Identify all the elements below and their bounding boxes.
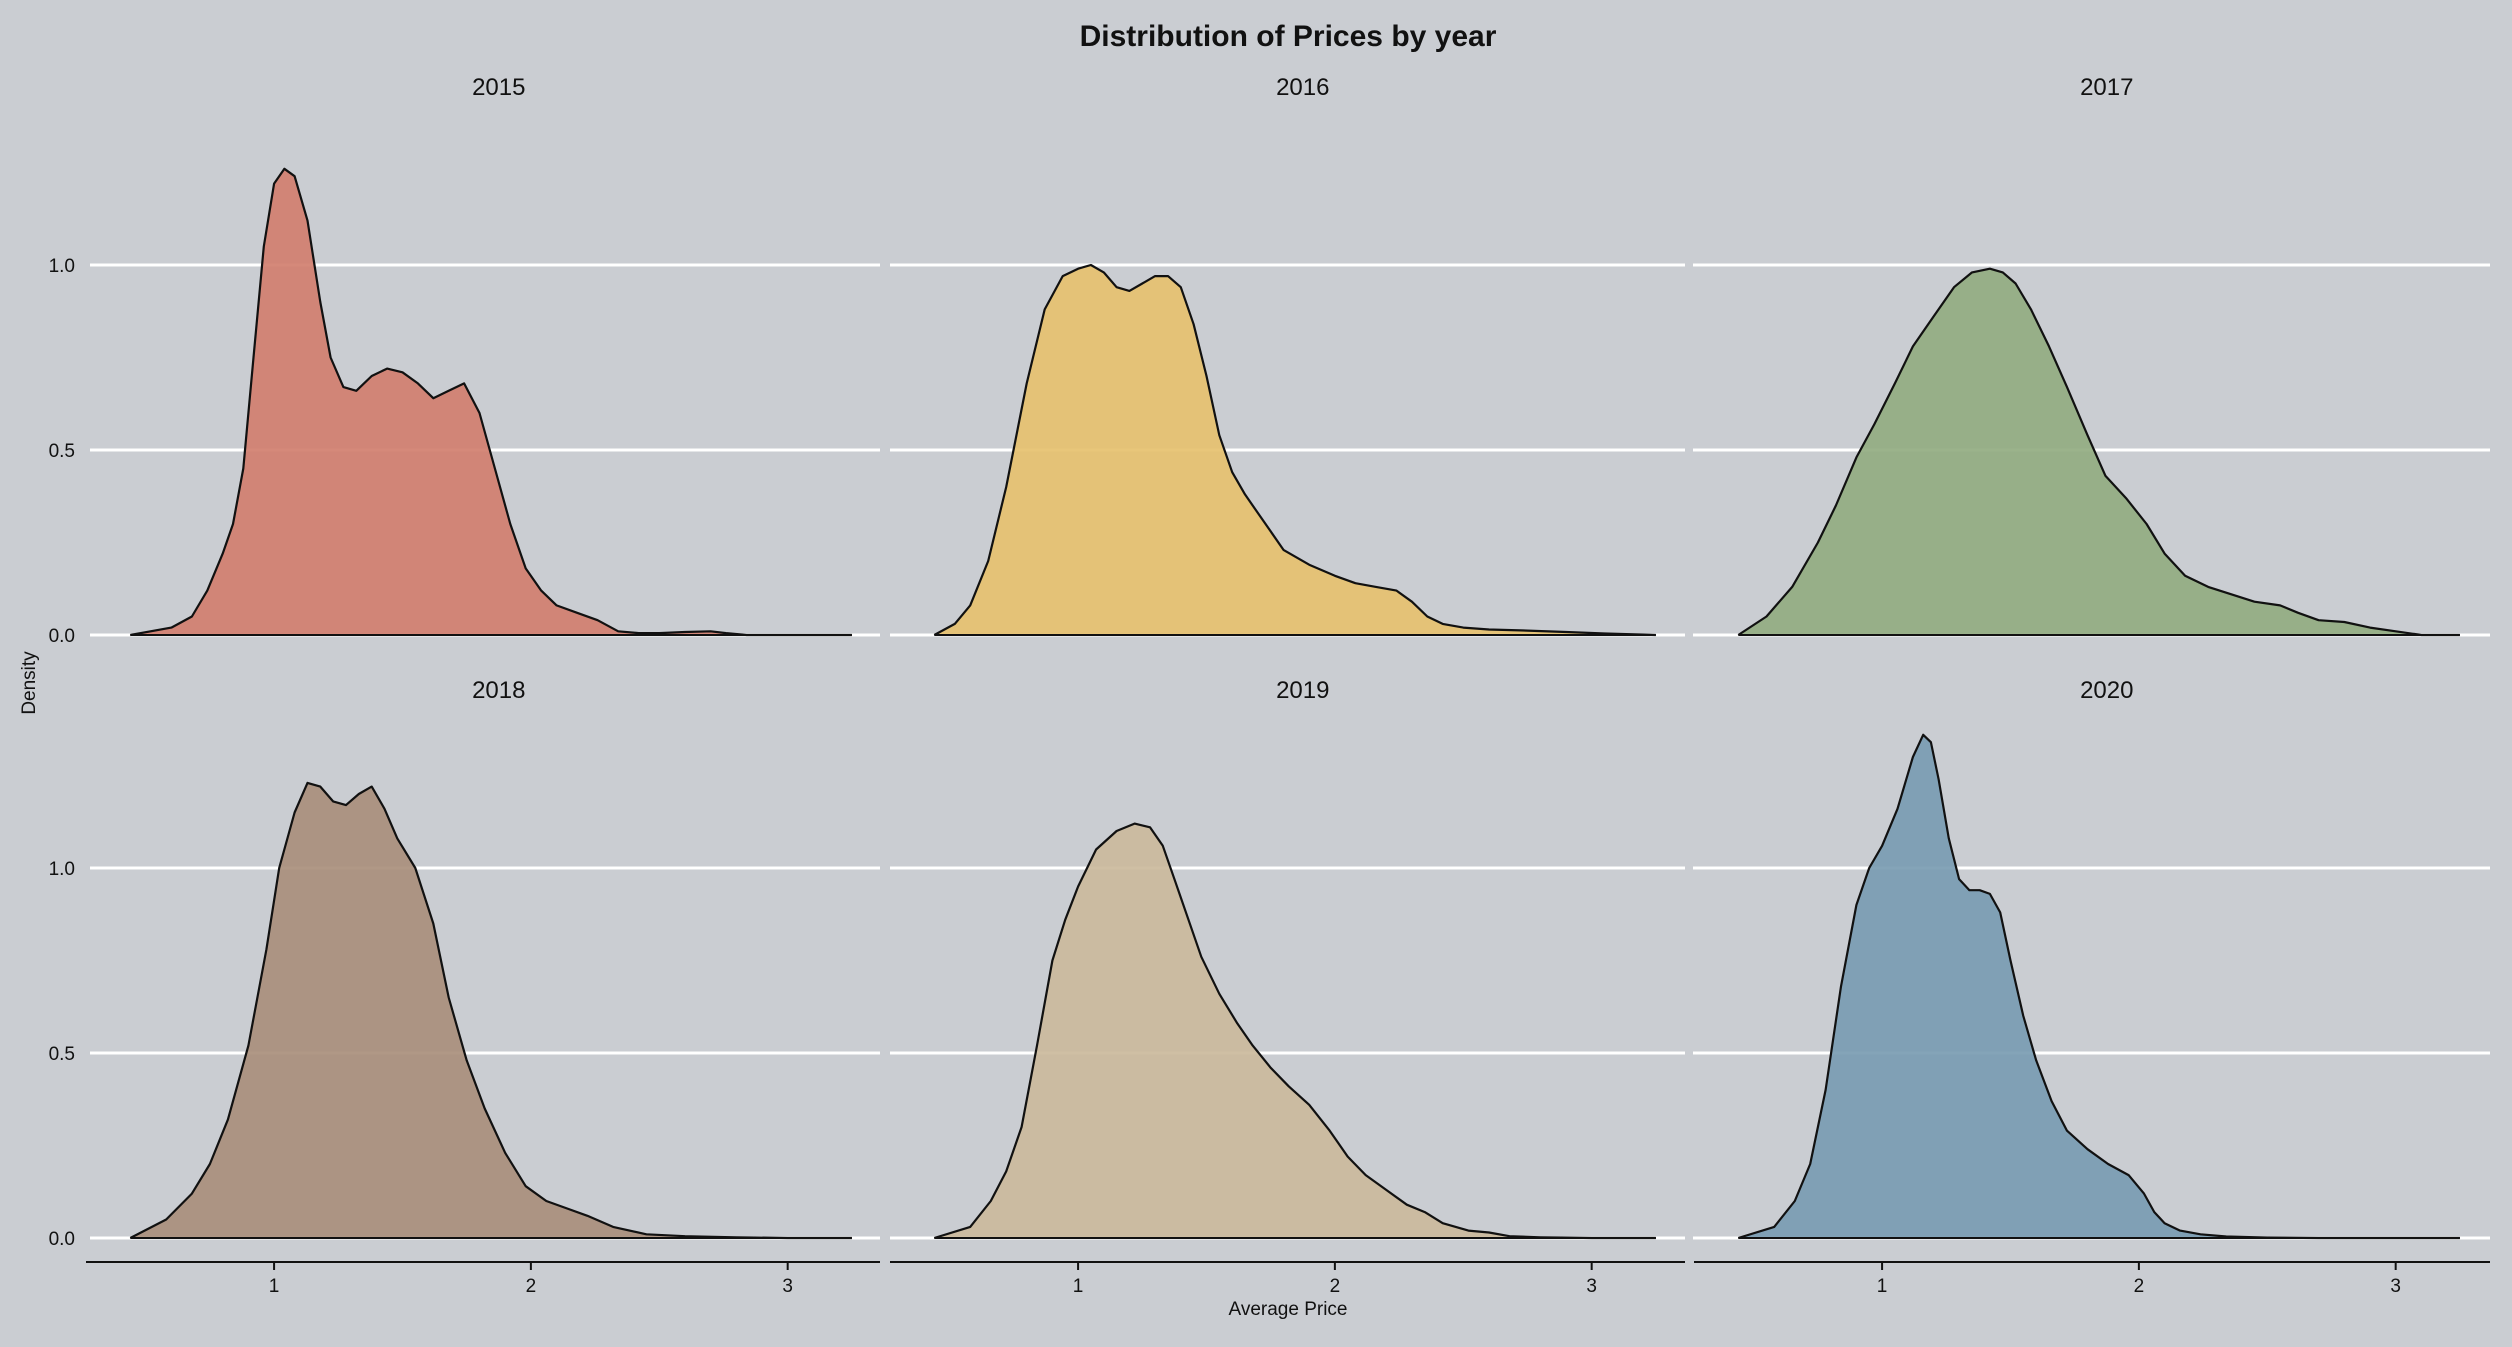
facet-panel-2015: 2015 0.0 0.5 1.0	[49, 74, 880, 647]
y-tick-label-1.0: 1.0	[49, 256, 75, 277]
density-area-2018	[130, 782, 852, 1238]
density-area-2020	[1738, 734, 2460, 1238]
x-tick-label-3: 3	[2390, 1276, 2401, 1297]
facet-panel-2018: 2018 0.0 0.5 1.0 1 2 3	[49, 677, 880, 1297]
x-tick-label-1: 1	[1877, 1276, 1888, 1297]
y-tick-label-0.5: 0.5	[49, 441, 75, 462]
density-area-2016	[934, 265, 1656, 635]
panel-title-2019: 2019	[1276, 677, 1329, 704]
y-tick-label-0.5: 0.5	[49, 1044, 75, 1065]
panel-title-2020: 2020	[2080, 677, 2133, 704]
x-tick-label-2: 2	[2134, 1276, 2145, 1297]
y-axis-label: Density	[19, 651, 40, 715]
x-tick-label-3: 3	[782, 1276, 793, 1297]
panel-title-2015: 2015	[472, 74, 525, 101]
density-line-2019	[933, 822, 1656, 1240]
x-tick-label-2: 2	[526, 1276, 537, 1297]
facet-panel-2020: 2020 1 2 3	[1693, 677, 2490, 1297]
density-area-2019	[934, 823, 1656, 1238]
density-line-2015	[130, 167, 852, 637]
y-tick-label-1.0: 1.0	[49, 859, 75, 880]
x-tick-label-1: 1	[1073, 1276, 1084, 1297]
facet-panel-2017: 2017	[1693, 74, 2490, 637]
panel-title-2017: 2017	[2080, 74, 2133, 101]
x-tick-label-3: 3	[1586, 1276, 1597, 1297]
y-tick-label-0.0: 0.0	[49, 1229, 75, 1250]
x-tick-label-2: 2	[1330, 1276, 1341, 1297]
facet-panel-2019: 2019 1 2 3	[890, 677, 1685, 1297]
x-tick-label-1: 1	[269, 1276, 280, 1297]
panel-title-2016: 2016	[1276, 74, 1329, 101]
facet-panel-2016: 2016	[890, 74, 1685, 637]
x-axis-label: Average Price	[1229, 1299, 1348, 1320]
panel-title-2018: 2018	[472, 677, 525, 704]
y-tick-label-0.0: 0.0	[49, 626, 75, 647]
density-area-2015	[130, 168, 852, 636]
density-line-2017	[1737, 267, 2460, 637]
chart-title: Distribution of Prices by year	[1080, 20, 1497, 53]
density-line-2016	[933, 263, 1656, 637]
density-line-2020	[1737, 733, 2460, 1240]
density-line-2018	[129, 781, 852, 1240]
density-area-2017	[1738, 268, 2460, 635]
